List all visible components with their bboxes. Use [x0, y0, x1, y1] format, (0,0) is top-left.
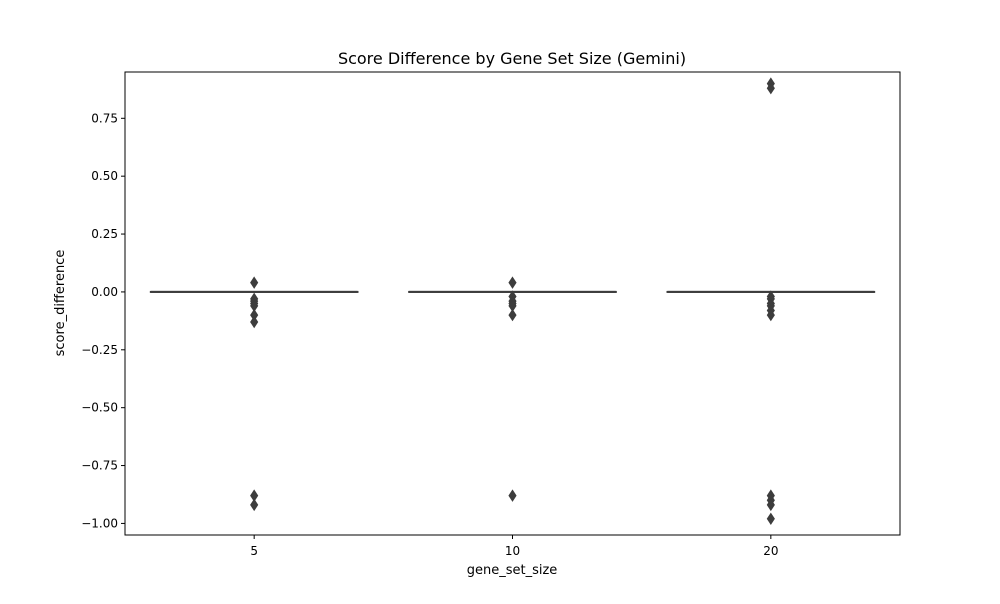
y-tick-label: 0.50 [91, 169, 118, 183]
x-tick-label: 20 [763, 544, 778, 558]
y-tick-label: −0.50 [81, 401, 118, 415]
outlier-point [509, 310, 516, 321]
y-tick-label: −0.75 [81, 459, 118, 473]
boxes [151, 78, 874, 524]
box-group-10 [409, 277, 616, 501]
y-axis: 0.75 0.50 0.25 0.00 −0.25 −0.50 −0.75 −1.00 [81, 111, 125, 530]
y-tick-label: 0.00 [91, 285, 118, 299]
y-tick-label: −0.25 [81, 343, 118, 357]
y-tick-label: 0.75 [91, 111, 118, 125]
y-tick-label: −1.00 [81, 516, 118, 530]
outlier-point [509, 490, 516, 501]
x-tick-label: 10 [505, 544, 520, 558]
outlier-point [251, 277, 258, 288]
y-axis-label: score_difference [53, 250, 68, 357]
x-axis: 5 10 20 [250, 535, 778, 558]
x-tick-label: 5 [250, 544, 258, 558]
x-axis-label: gene_set_size [467, 563, 558, 578]
outlier-point [509, 277, 516, 288]
chart-title: Score Difference by Gene Set Size (Gemin… [338, 49, 686, 68]
y-tick-label: 0.25 [91, 227, 118, 241]
box-group-20 [668, 78, 875, 524]
outlier-point [251, 499, 258, 510]
box-group-5 [151, 277, 358, 510]
outlier-point [251, 317, 258, 328]
outlier-point [767, 513, 774, 524]
